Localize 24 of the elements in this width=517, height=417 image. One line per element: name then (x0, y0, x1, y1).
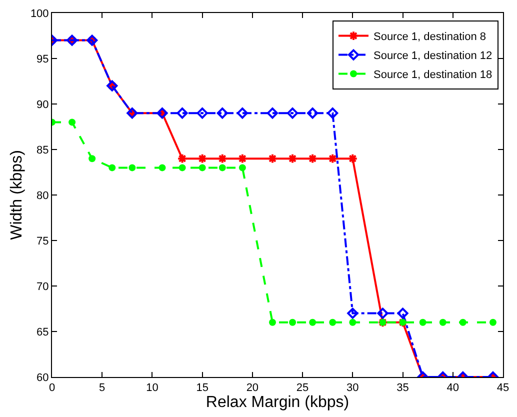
y-tick-label: 75 (36, 235, 49, 248)
legend-label: Source 1, destination 18 (373, 69, 492, 82)
y-axis-title: Width (kbps) (8, 150, 26, 240)
legend-label: Source 1, destination 12 (373, 50, 492, 62)
y-tick-label: 95 (36, 53, 49, 66)
y-tick-label: 65 (36, 326, 49, 338)
x-tick-label: 45 (496, 382, 510, 394)
x-tick-label: 5 (99, 382, 106, 394)
y-tick-label: 80 (36, 190, 49, 202)
x-tick-label: 20 (246, 382, 259, 394)
y-tick-label: 85 (36, 144, 49, 156)
x-tick-label: 25 (296, 382, 309, 394)
x-tick-label: 40 (446, 382, 460, 394)
x-tick-label: 0 (48, 382, 56, 394)
x-tick-label: 10 (146, 382, 158, 394)
legend-label: Source 1, destination 8 (373, 31, 486, 44)
y-tick-label: 60 (36, 372, 49, 384)
x-axis-title: Relax Margin (kbps) (206, 394, 350, 412)
y-tick-label: 90 (36, 98, 49, 111)
x-tick-label: 35 (396, 382, 409, 394)
y-tick-label: 100 (30, 8, 49, 20)
y-tick-label: 70 (36, 280, 49, 293)
x-tick-label: 30 (346, 382, 359, 394)
x-tick-label: 15 (196, 382, 208, 394)
